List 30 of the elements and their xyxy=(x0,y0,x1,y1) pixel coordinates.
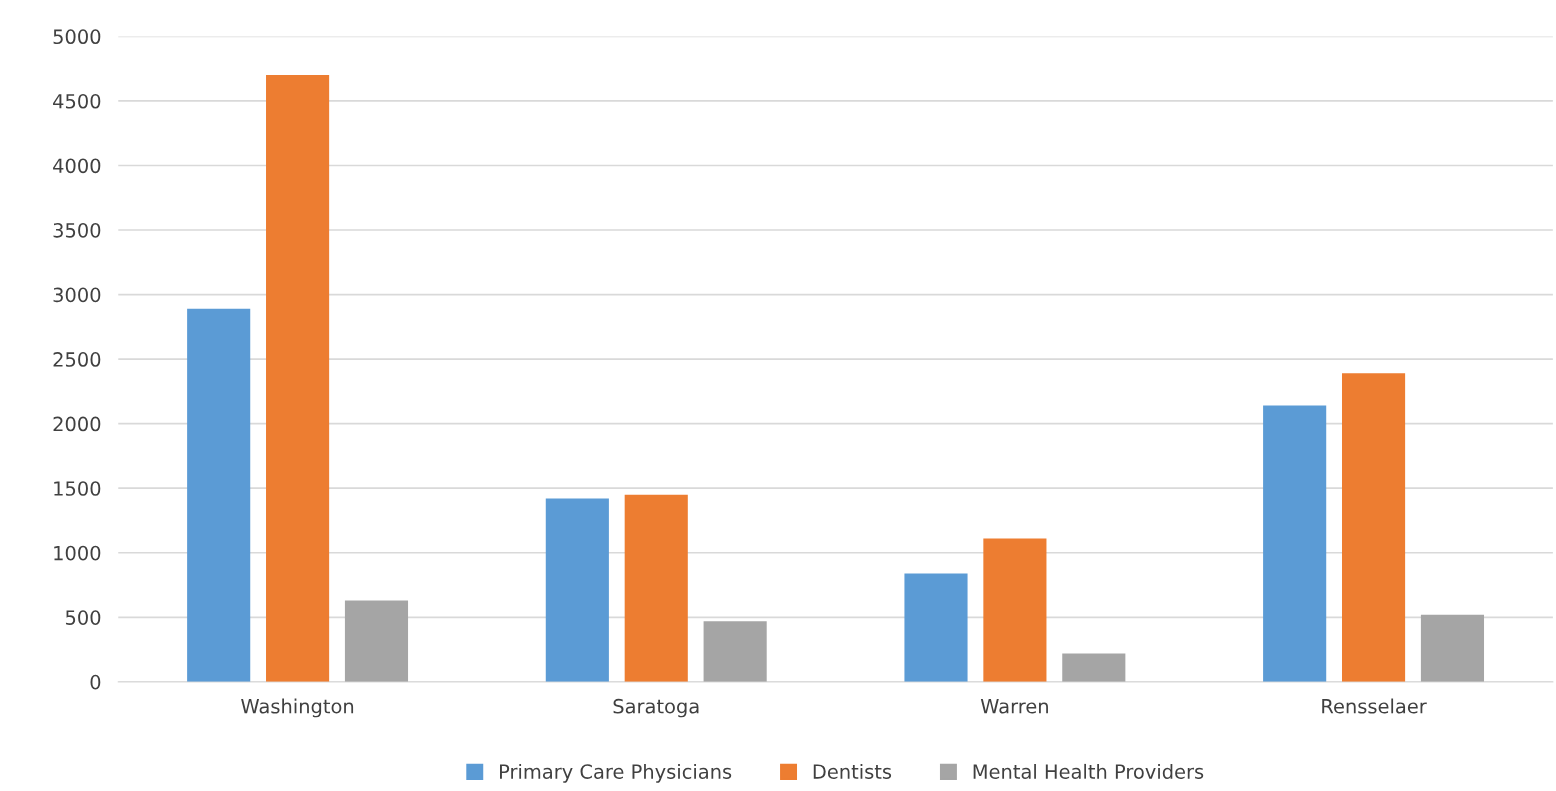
y-tick-label: 3500 xyxy=(53,222,101,238)
bar xyxy=(344,600,409,682)
bar xyxy=(1263,405,1327,682)
y-tick-label: 5000 xyxy=(53,29,101,45)
x-tick-label: Warren xyxy=(980,699,1048,714)
y-tick-label: 1000 xyxy=(54,545,101,561)
bar xyxy=(624,494,688,682)
y-tick-label: 500 xyxy=(65,610,101,625)
y-tick-label: 4000 xyxy=(53,158,101,174)
x-tick-label: Washington xyxy=(241,698,354,718)
bar xyxy=(983,538,1047,682)
bar xyxy=(1420,614,1485,682)
legend-label: Mental Health Providers xyxy=(973,763,1204,779)
y-tick-label: 2000 xyxy=(53,416,101,432)
bar xyxy=(1062,653,1126,682)
bar xyxy=(266,75,330,682)
legend-label: Primary Care Physicians xyxy=(500,763,732,783)
y-tick-label: 2500 xyxy=(53,352,101,367)
legend-label: Dentists xyxy=(813,763,892,779)
x-tick-label: Saratoga xyxy=(613,698,699,718)
y-tick-label: 0 xyxy=(90,674,101,690)
bar xyxy=(904,573,968,682)
y-tick-label: 4500 xyxy=(53,93,101,109)
bar xyxy=(1342,373,1406,682)
bar xyxy=(703,621,767,682)
y-tick-label: 3000 xyxy=(53,287,101,303)
y-tick-label: 1500 xyxy=(54,481,101,496)
bar xyxy=(545,498,609,682)
bar xyxy=(187,308,251,682)
x-tick-label: Rensselaer xyxy=(1322,698,1427,714)
